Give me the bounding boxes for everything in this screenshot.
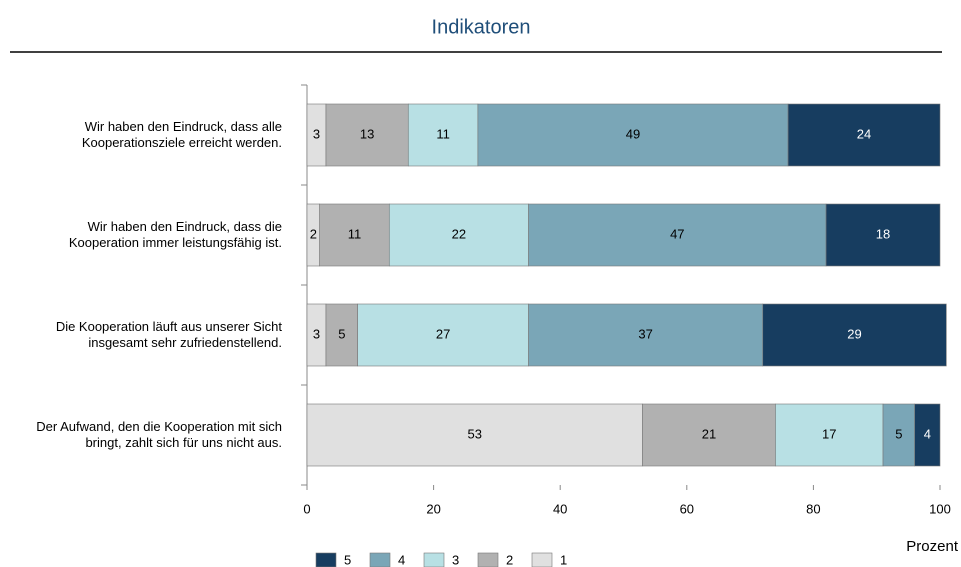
category-label: Wir haben den Eindruck, dass die Koopera…: [68, 219, 282, 250]
bar-segment: [528, 303, 764, 367]
chart-title: Indikatoren: [432, 16, 531, 38]
bar-segment: [306, 403, 643, 467]
legend-swatch: [369, 552, 391, 567]
bar-segment: [407, 103, 479, 167]
legend-swatch: [423, 552, 445, 567]
data-label: 47: [670, 226, 684, 241]
data-label: 3: [313, 326, 320, 341]
category-label: Der Aufwand, den die Kooperation mit sic…: [36, 419, 282, 450]
x-tick-label: 20: [426, 501, 440, 516]
bar-segment: [775, 403, 884, 467]
data-label: 13: [360, 126, 374, 141]
data-label: 24: [857, 126, 871, 141]
legend-label: 3: [452, 552, 459, 567]
data-label: 29: [847, 326, 861, 341]
data-label: 49: [626, 126, 640, 141]
legend-label: 1: [560, 552, 567, 567]
data-label: 3: [313, 126, 320, 141]
bar-segment: [762, 303, 947, 367]
category-label: Wir haben den Eindruck, dass alle Kooper…: [81, 119, 282, 150]
bar-segment: [642, 403, 776, 467]
data-label: 53: [468, 426, 482, 441]
legend-label: 4: [398, 552, 405, 567]
x-tick-label: 60: [680, 501, 694, 516]
bar-segment: [528, 203, 827, 267]
bar-segment: [787, 103, 941, 167]
bar-segment: [319, 203, 390, 267]
data-label: 37: [638, 326, 652, 341]
legend-label: 5: [344, 552, 351, 567]
legend-swatch: [531, 552, 553, 567]
x-tick-label: 40: [553, 501, 567, 516]
bar-segment: [325, 103, 409, 167]
legend-label: 2: [506, 552, 513, 567]
x-tick-label: 0: [303, 501, 310, 516]
x-tick-label: 100: [929, 501, 951, 516]
data-label: 17: [822, 426, 836, 441]
data-label: 11: [348, 226, 362, 241]
category-label: Die Kooperation läuft aus unserer Sicht …: [55, 319, 282, 350]
data-label: 2: [310, 226, 317, 241]
data-label: 5: [338, 326, 345, 341]
bar-segment: [882, 403, 915, 467]
x-axis-label: Prozent: [906, 538, 959, 555]
legend-swatch: [477, 552, 499, 567]
data-label: 4: [924, 426, 931, 441]
data-label: 27: [436, 326, 450, 341]
bar-segment: [914, 403, 941, 467]
bar-segment: [477, 103, 789, 167]
x-tick-label: 80: [806, 501, 820, 516]
data-label: 5: [895, 426, 902, 441]
bar-segment: [357, 303, 529, 367]
bar-segment: [388, 203, 529, 267]
data-label: 22: [452, 226, 466, 241]
legend-swatch: [315, 552, 337, 567]
bar-segment: [825, 203, 941, 267]
data-label: 21: [702, 426, 716, 441]
data-label: 18: [876, 226, 890, 241]
data-label: 11: [436, 126, 450, 141]
